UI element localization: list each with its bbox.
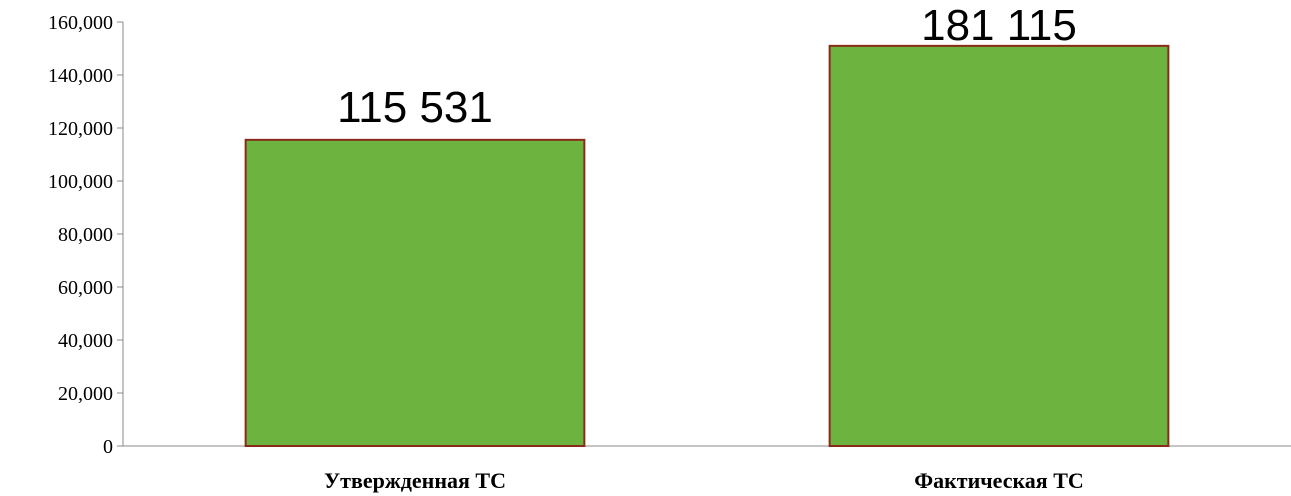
bar <box>244 138 586 447</box>
y-tick-label: 120,000 <box>48 118 113 140</box>
y-tick-label: 60,000 <box>58 277 113 299</box>
data-labels: 115 531 181 115 <box>337 1 1077 132</box>
bar-data-label: 181 115 <box>921 1 1077 50</box>
bars <box>244 44 1170 447</box>
y-tick-label: 80,000 <box>58 224 113 246</box>
category-label: Утвержденная ТС <box>324 468 506 493</box>
y-tick-label: 20,000 <box>58 383 113 405</box>
category-labels: Утвержденная ТС Фактическая ТС <box>324 468 1084 493</box>
bar-data-label: 115 531 <box>337 83 493 132</box>
category-label: Фактическая ТС <box>914 468 1084 493</box>
y-tick-label: 100,000 <box>48 171 113 193</box>
y-tick-label: 140,000 <box>48 65 113 87</box>
y-tick-label: 0 <box>103 436 113 458</box>
y-tick-label: 40,000 <box>58 330 113 352</box>
bar <box>828 44 1170 447</box>
y-tick-label: 160,000 <box>48 12 113 34</box>
y-axis-ticks: 0 20,000 40,000 60,000 80,000 100,000 120,000 1… <box>48 12 123 458</box>
